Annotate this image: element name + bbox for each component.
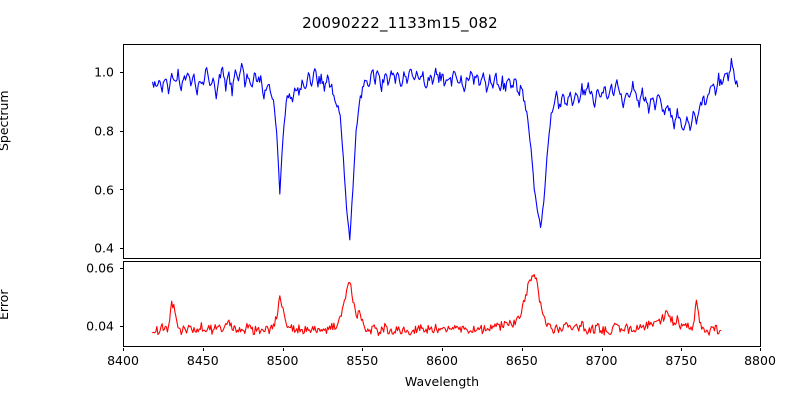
spectrum-line-plot [152, 57, 739, 241]
xtick-8750 [681, 347, 683, 351]
xtick-label-8400: 8400 [107, 353, 139, 368]
xtick-8500 [282, 347, 284, 351]
spectrum-ytick-label-0.6: 0.6 [94, 182, 114, 198]
xtick-8450 [202, 347, 204, 351]
error-ytick-label-0.04: 0.04 [86, 318, 114, 334]
xtick-8600 [442, 347, 444, 351]
xtick-label-8650: 8650 [505, 353, 538, 368]
spectrum-plot-panel [123, 44, 761, 259]
x-axis-title: Wavelength [404, 374, 480, 389]
xtick-label-8500: 8500 [266, 353, 299, 368]
error-ytick-0.04 [119, 325, 123, 327]
error-plot-panel [123, 261, 761, 347]
spectrum-ytick-label-0.8: 0.8 [94, 123, 114, 139]
spectrum-ytick-0.6 [119, 189, 123, 191]
error-ytick-0.06 [119, 267, 123, 269]
xtick-8700 [601, 347, 603, 351]
xtick-label-8800: 8800 [744, 353, 776, 368]
xtick-8400 [123, 347, 125, 351]
error-y-axis-title: Error [0, 289, 11, 320]
xtick-8800 [760, 347, 762, 351]
spectrum-ytick-0.4 [119, 248, 123, 250]
xtick-8650 [521, 347, 523, 351]
xtick-label-8450: 8450 [186, 353, 219, 368]
xtick-label-8600: 8600 [426, 353, 458, 368]
xtick-label-8750: 8750 [665, 353, 698, 368]
spectrum-ytick-1.0 [119, 72, 123, 74]
spectrum-data-line [152, 57, 739, 241]
xtick-label-8550: 8550 [346, 353, 379, 368]
error-ytick-label-0.06: 0.06 [86, 260, 114, 276]
figure-title: 20090222_1133m15_082 [302, 14, 498, 32]
spectrum-y-axis-title: Spectrum [0, 90, 11, 151]
xtick-label-8700: 8700 [585, 353, 618, 368]
xtick-8550 [362, 347, 364, 351]
spectrum-ytick-0.8 [119, 130, 123, 132]
error-line-plot [152, 273, 722, 337]
spectrum-ytick-label-0.4: 0.4 [94, 240, 114, 256]
spectrum-ytick-label-1.0: 1.0 [94, 64, 114, 80]
error-data-line [152, 273, 722, 337]
